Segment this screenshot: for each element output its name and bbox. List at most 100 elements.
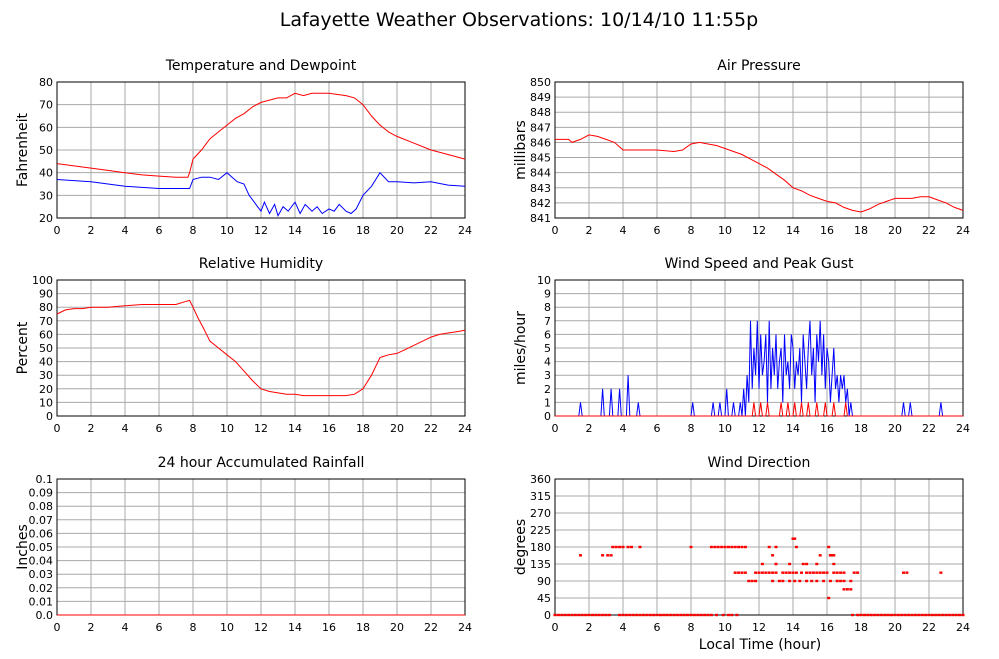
y-tick-label: 3: [544, 369, 551, 382]
data-point: [825, 571, 829, 574]
x-tick-label: 6: [156, 621, 163, 634]
data-point: [638, 545, 642, 549]
data-point: [903, 613, 907, 617]
data-point: [822, 571, 826, 574]
data-point: [883, 613, 887, 617]
x-tick-label: 22: [424, 422, 438, 435]
x-tick-label: 18: [854, 422, 868, 435]
data-point: [805, 579, 809, 583]
data-point: [913, 613, 917, 617]
y-tick-label: 135: [530, 558, 551, 571]
data-point: [662, 613, 666, 617]
data-point: [815, 571, 819, 574]
data-point: [720, 545, 724, 549]
data-point: [937, 613, 941, 617]
data-point: [764, 571, 768, 574]
y-tick-label: 8: [544, 301, 551, 314]
data-point: [723, 545, 727, 549]
data-point: [611, 545, 615, 549]
data-point: [689, 545, 693, 549]
data-point: [845, 588, 849, 591]
data-point: [808, 571, 812, 574]
data-point: [839, 571, 843, 574]
y-tick-label: 70: [39, 315, 53, 328]
x-tick-label: 2: [586, 422, 593, 435]
x-tick-label: 12: [752, 422, 766, 435]
y-tick-label: 80: [39, 76, 53, 89]
x-tick-label: 2: [88, 621, 95, 634]
x-tick-label: 6: [654, 621, 661, 634]
data-point: [621, 613, 625, 617]
data-point: [618, 545, 622, 549]
plot-frame: [56, 279, 466, 417]
data-point: [750, 579, 754, 583]
x-tick-label: 14: [288, 621, 302, 634]
data-point: [771, 571, 775, 574]
x-tick-label: 10: [220, 224, 234, 237]
data-point: [920, 613, 924, 617]
data-point: [621, 545, 625, 549]
y-axis-label: Percent: [15, 321, 31, 374]
x-tick-label: 22: [424, 621, 438, 634]
y-tick-label: 360: [530, 473, 551, 486]
data-point: [822, 579, 826, 583]
data-point: [556, 613, 560, 617]
data-point: [794, 571, 798, 574]
y-tick-label: 0.09: [29, 487, 54, 500]
data-point: [917, 613, 921, 617]
data-point: [849, 588, 853, 591]
x-tick-label: 12: [254, 621, 268, 634]
data-point: [635, 613, 639, 617]
data-point: [682, 613, 686, 617]
chart-title: Temperature and Dewpoint: [165, 58, 357, 74]
x-tick-label: 0: [552, 224, 559, 237]
data-point: [793, 579, 797, 583]
data-point: [934, 613, 938, 617]
data-point: [788, 562, 792, 566]
x-tick-label: 14: [786, 621, 800, 634]
data-point: [626, 545, 630, 549]
data-point: [954, 613, 958, 617]
x-tick-label: 6: [156, 422, 163, 435]
data-point: [577, 613, 581, 617]
y-tick-label: 10: [537, 274, 551, 287]
x-tick-label: 2: [586, 621, 593, 634]
data-point: [726, 613, 730, 617]
y-tick-label: 40: [39, 167, 53, 180]
x-tick-label: 4: [122, 422, 129, 435]
y-tick-label: 6: [544, 328, 551, 341]
x-tick-label: 4: [620, 621, 627, 634]
data-point: [815, 562, 819, 566]
y-axis-label: Inches: [15, 524, 31, 569]
x-tick-label: 0: [54, 224, 61, 237]
data-point: [873, 613, 877, 617]
series-line-0: [555, 134, 964, 213]
x-tick-label: 6: [156, 224, 163, 237]
y-tick-label: 0.03: [29, 568, 54, 581]
data-point: [665, 613, 669, 617]
chart-title: Wind Speed and Peak Gust: [665, 256, 854, 272]
data-point: [606, 554, 610, 557]
data-point: [618, 613, 622, 617]
y-tick-label: 225: [530, 524, 551, 537]
y-tick-label: 844: [530, 167, 551, 180]
data-point: [628, 613, 632, 617]
y-tick-label: 843: [530, 182, 551, 195]
y-tick-label: 180: [530, 541, 551, 554]
x-tick-label: 14: [786, 422, 800, 435]
data-point: [818, 571, 822, 574]
data-point: [567, 613, 571, 617]
data-point: [703, 613, 707, 617]
data-point: [815, 579, 819, 583]
x-tick-label: 0: [54, 621, 61, 634]
data-point: [715, 613, 718, 617]
x-tick-label: 10: [220, 422, 234, 435]
data-point: [601, 554, 605, 557]
data-point: [648, 613, 652, 617]
data-point: [810, 579, 814, 583]
x-tick-label: 10: [718, 621, 732, 634]
